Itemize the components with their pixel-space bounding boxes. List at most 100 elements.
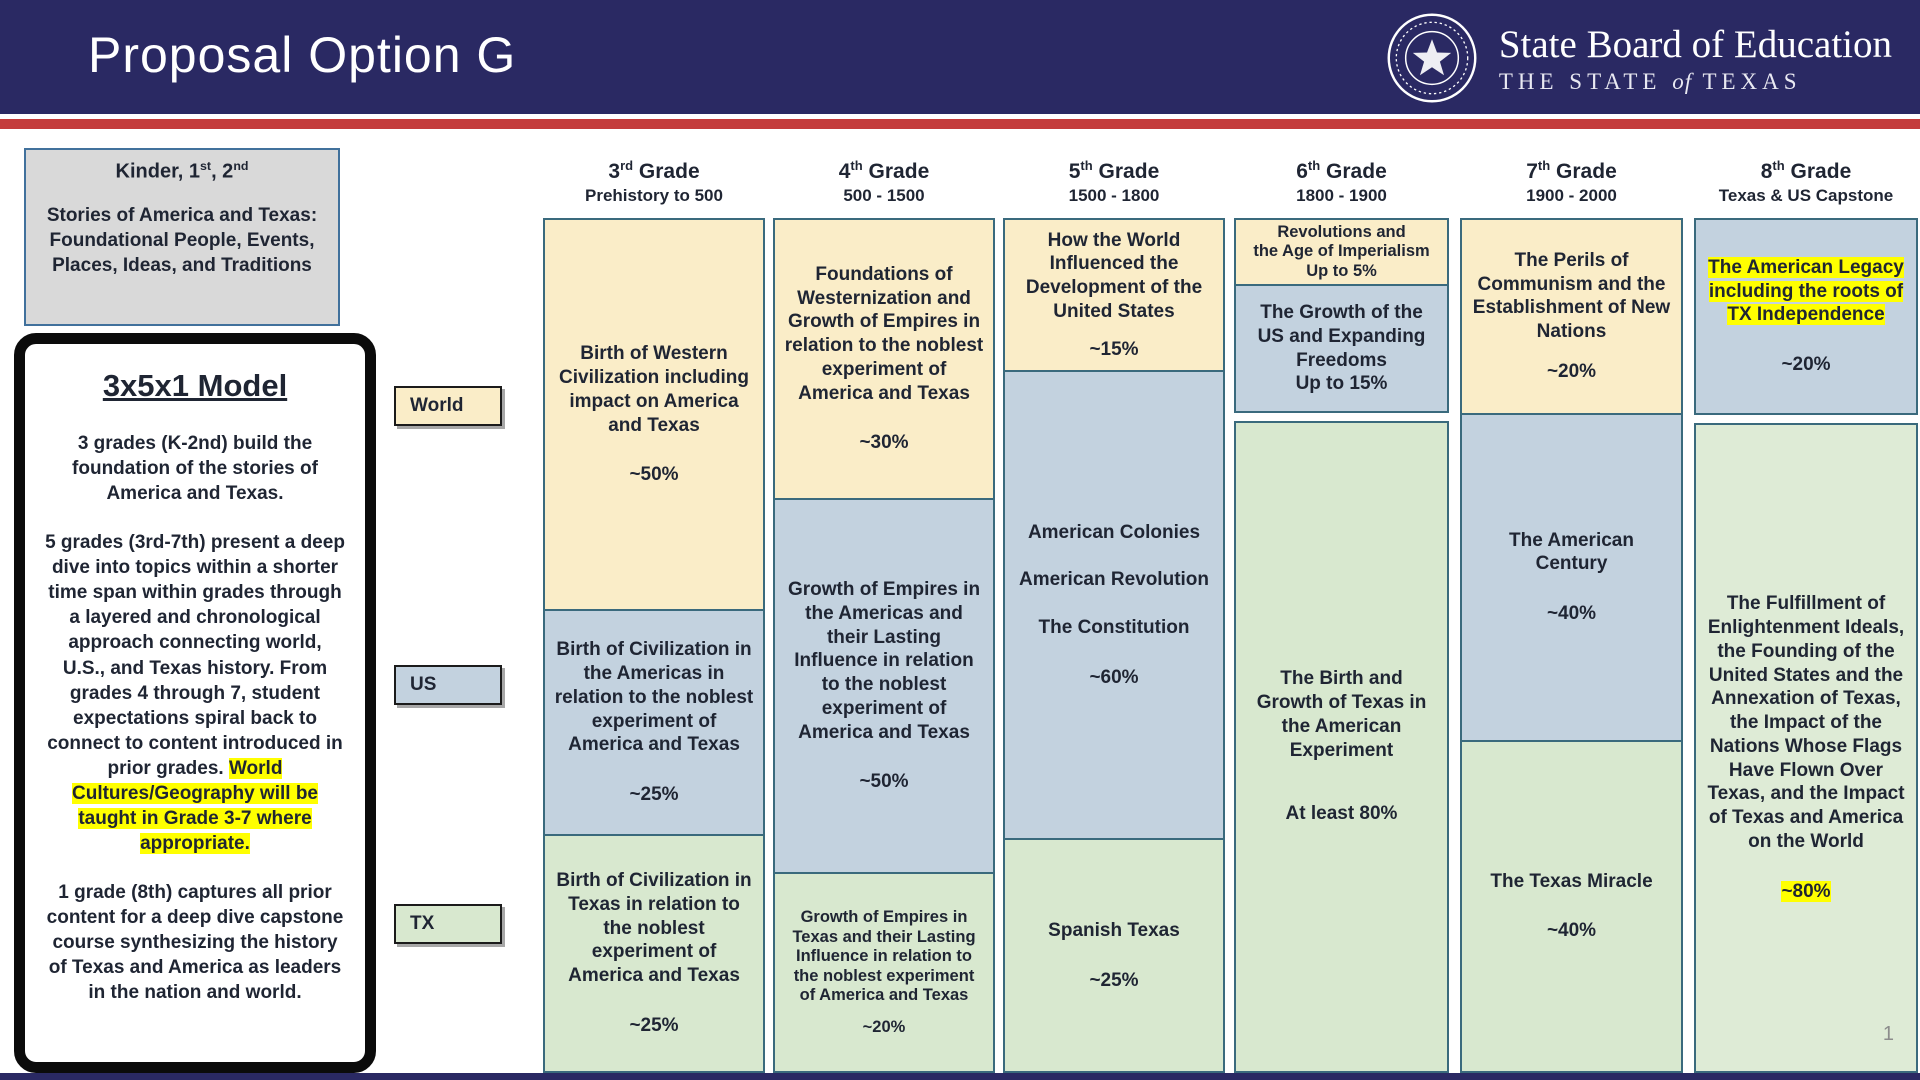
block-percent: ~60% — [1089, 666, 1139, 688]
grade-column-3rd: 3rd Grade Prehistory to 500 Birth of Wes… — [543, 158, 765, 1073]
grade-6-num: 6 — [1296, 160, 1308, 183]
grade-8-us-block: The American Legacy including the roots … — [1694, 218, 1918, 415]
grade-4-title: 4th Grade — [773, 158, 995, 184]
model-paragraph-1: 3 grades (K-2nd) build the foundation of… — [72, 432, 318, 505]
grade-7-us-block: The American Century ~40% — [1460, 412, 1683, 742]
header-bar: Proposal Option G State Board of Educati… — [0, 0, 1920, 114]
block-text: Birth of Western Civilization including … — [559, 343, 749, 436]
block-percent: ~25% — [1089, 969, 1139, 991]
grade-7-num: 7 — [1526, 160, 1538, 183]
grade-column-8th: 8th Grade Texas & US Capstone The Americ… — [1694, 158, 1918, 1073]
texas-state-seal-icon — [1387, 13, 1477, 103]
page-title: Proposal Option G — [88, 27, 517, 83]
grade-5-header: 5th Grade 1500 - 1800 — [1003, 158, 1225, 218]
brand-name: State Board of Education — [1498, 22, 1892, 66]
grade-7-world-block: The Perils of Communism and the Establis… — [1460, 218, 1683, 415]
grade-7-suffix: Grade — [1550, 160, 1617, 183]
red-divider — [0, 119, 1920, 129]
grade-5-world-block: How the World Influenced the Development… — [1003, 218, 1225, 372]
block-text: Birth of Civilization in the Americas in… — [554, 639, 754, 756]
grade-column-4th: 4th Grade 500 - 1500 Foundations of West… — [773, 158, 995, 1073]
block-text: The Growth of the US and Expanding Freed… — [1257, 302, 1426, 395]
brand-tagline: THE STATE of TEXAS — [1499, 69, 1892, 95]
brand-tagline-pre: THE STATE — [1498, 68, 1673, 94]
grade-4-suffix: Grade — [862, 160, 930, 183]
legend-us: US — [394, 665, 502, 705]
block-text: Birth of Civilization in Texas in relati… — [556, 870, 752, 987]
grade-3-tx-block: Birth of Civilization in Texas in relati… — [543, 833, 765, 1073]
model-paragraph-2: 5 grades (3rd-7th) present a deep dive i… — [45, 530, 345, 856]
grade-3-us-block: Birth of Civilization in the Americas in… — [543, 609, 765, 836]
block-percent: ~20% — [1546, 360, 1597, 382]
block-text: Growth of Empires in the Americas and th… — [787, 579, 981, 743]
grade-6-title: 6th Grade — [1234, 158, 1449, 184]
grade-3-stack: Birth of Western Civilization including … — [543, 218, 765, 1073]
model-paragraph-3: 1 grade (8th) captures all prior content… — [46, 882, 344, 1004]
grade-5-range: 1500 - 1800 — [1068, 186, 1160, 205]
brand-block: State Board of Education THE STATE of TE… — [1385, 8, 1892, 108]
grade-column-6th: 6th Grade 1800 - 1900 Revolutions and th… — [1234, 158, 1449, 1073]
block-percent: ~25% — [629, 1014, 679, 1036]
grade-4-range: 500 - 1500 — [843, 186, 925, 205]
grade-7-title: 7th Grade — [1460, 158, 1683, 184]
grade-4-stack: Foundations of Westernization and Growth… — [773, 218, 995, 1073]
block-percent-highlight: ~80% — [1781, 880, 1831, 902]
block-text: Foundations of Westernization and Growth… — [784, 263, 984, 404]
grade-4-world-block: Foundations of Westernization and Growth… — [773, 218, 995, 501]
block-text: The American Century — [1509, 529, 1634, 575]
grade-8-header: 8th Grade Texas & US Capstone — [1694, 158, 1918, 218]
grade-8-title: 8th Grade — [1694, 158, 1918, 184]
block-text: Spanish Texas — [1048, 919, 1180, 941]
block-text: The Texas Miracle — [1490, 870, 1653, 892]
block-text: The Birth and Growth of Texas in the Ame… — [1256, 668, 1427, 761]
grade-5-suffix: Grade — [1092, 160, 1160, 183]
grade-7-range: 1900 - 2000 — [1526, 186, 1617, 205]
block-text: Growth of Empires in Texas and their Las… — [792, 908, 976, 1005]
grade-column-7th: 7th Grade 1900 - 2000 The Perils of Comm… — [1460, 158, 1683, 1073]
grade-4-header: 4th Grade 500 - 1500 — [773, 158, 995, 218]
kinder-title-sup-nd: nd — [233, 159, 249, 173]
legend-world: World — [394, 386, 502, 426]
grade-8-tx-block: The Fulfillment of Enlightenment Ideals,… — [1694, 422, 1918, 1073]
block-percent: ~20% — [1781, 354, 1831, 376]
legend-tx: TX — [394, 904, 502, 944]
grade-5-title: 5th Grade — [1003, 158, 1225, 184]
grade-5-us-block: American Colonies American Revolution Th… — [1003, 369, 1225, 841]
grade-7-tx-block: The Texas Miracle ~40% — [1460, 739, 1683, 1073]
grade-6-world-block: Revolutions and the Age of Imperialism U… — [1234, 218, 1449, 287]
block-text: The American Legacy including the roots … — [1705, 256, 1907, 327]
grade-7-sup: th — [1537, 158, 1551, 173]
block-percent: ~80% — [1781, 880, 1831, 904]
block-percent: ~20% — [862, 1017, 906, 1036]
model-title: 3x5x1 Model — [102, 368, 288, 403]
grade-7-stack: The Perils of Communism and the Establis… — [1460, 218, 1683, 1073]
grade-5-sup: th — [1080, 158, 1093, 173]
block-text: The Fulfillment of Enlightenment Ideals,… — [1707, 593, 1905, 852]
brand-tagline-of: of — [1672, 68, 1693, 94]
model-paragraph-2-text: 5 grades (3rd-7th) present a deep dive i… — [45, 532, 345, 779]
grade-4-sup: th — [850, 158, 863, 173]
kinder-grades-box: Kinder, 1st, 2nd Stories of America and … — [24, 148, 340, 326]
grade-6-sup: th — [1307, 158, 1321, 173]
grade-5-tx-block: Spanish Texas ~25% — [1003, 838, 1225, 1073]
brand-tagline-post: TEXAS — [1692, 68, 1802, 94]
grade-6-us-block: The Growth of the US and Expanding Freed… — [1234, 284, 1449, 413]
block-text: How the World Influenced the Development… — [1025, 229, 1203, 322]
kinder-title-text2: , 2 — [211, 160, 234, 183]
grade-4-num: 4 — [838, 160, 851, 183]
grade-8-sup: th — [1772, 158, 1785, 173]
block-percent: ~40% — [1546, 920, 1597, 942]
block-percent: ~50% — [859, 771, 909, 793]
grade-6-stack: Revolutions and the Age of Imperialism U… — [1234, 218, 1449, 1073]
block-text: The Perils of Communism and the Establis… — [1472, 249, 1671, 343]
page-number: 1 — [1882, 1023, 1894, 1045]
block-percent: ~50% — [629, 464, 679, 486]
kinder-grades-title: Kinder, 1st, 2nd — [36, 158, 328, 185]
grade-5-stack: How the World Influenced the Development… — [1003, 218, 1225, 1073]
block-text: American Colonies American Revolution Th… — [1018, 521, 1210, 638]
grade-column-5th: 5th Grade 1500 - 1800 How the World Infl… — [1003, 158, 1225, 1073]
grade-3-world-block: Birth of Western Civilization including … — [543, 218, 765, 612]
model-box: 3x5x1 Model 3 grades (K-2nd) build the f… — [14, 333, 376, 1073]
grade-6-header: 6th Grade 1800 - 1900 — [1234, 158, 1449, 218]
grade-3-header: 3rd Grade Prehistory to 500 — [543, 158, 765, 218]
